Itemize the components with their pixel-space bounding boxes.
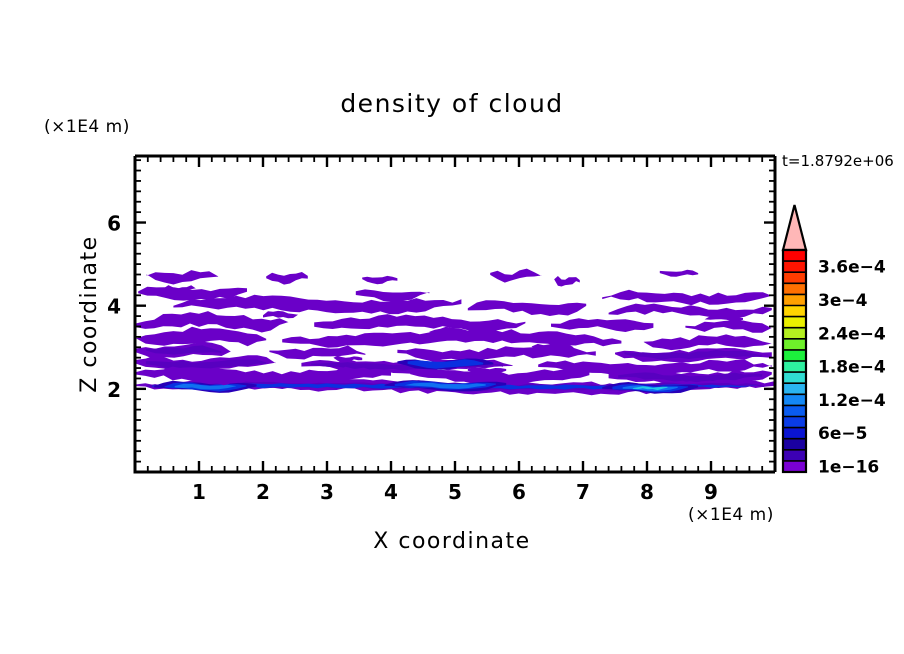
colorbar-band <box>783 427 806 440</box>
colorbar-label: 3e−4 <box>818 291 868 311</box>
colorbar-label: 1e−16 <box>818 457 879 477</box>
colorbar-band <box>783 449 806 462</box>
colorbar-band <box>783 394 806 406</box>
colorbar-band <box>783 372 806 384</box>
x-tick-label: 9 <box>704 480 718 504</box>
x-axis-unit-label: (×1E4 m) <box>688 505 774 525</box>
colorbar-bands <box>781 204 808 474</box>
x-tick-label: 7 <box>576 480 590 504</box>
y-axis-tick-labels: 2 4 6 <box>107 212 121 402</box>
colorbar-band <box>783 460 806 473</box>
colorbar-band <box>783 272 806 284</box>
time-annotation: t=1.8792e+06 <box>782 152 894 170</box>
x-tick-label: 5 <box>448 480 462 504</box>
contour-filaments <box>136 268 774 396</box>
x-axis-ticks <box>133 156 777 472</box>
colorbar-label: 1.2e−4 <box>818 391 886 411</box>
plot-background <box>135 156 775 472</box>
colorbar: 1e−16 6e−5 1.2e−4 1.8e−4 2.4e−4 3e−4 3.6e−4 <box>781 204 886 478</box>
y-tick-label: 4 <box>107 295 121 319</box>
x-axis-tick-labels: 1 2 3 4 5 6 7 8 9 <box>192 480 718 504</box>
colorbar-band <box>783 416 806 428</box>
colorbar-band <box>783 349 806 362</box>
x-tick-label: 3 <box>320 480 334 504</box>
x-tick-label: 6 <box>512 480 526 504</box>
y-axis-ticks <box>135 159 775 473</box>
y-tick-label: 6 <box>107 212 121 236</box>
colorbar-band <box>783 305 806 317</box>
x-tick-label: 2 <box>256 480 270 504</box>
colorbar-band <box>783 405 806 417</box>
colorbar-band <box>783 316 806 329</box>
colorbar-band <box>783 261 806 273</box>
colorbar-band <box>783 361 806 373</box>
colorbar-label: 1.8e−4 <box>818 358 886 378</box>
colorbar-band <box>783 383 806 395</box>
colorbar-label: 3.6e−4 <box>818 258 886 278</box>
x-tick-label: 8 <box>640 480 654 504</box>
colorbar-band <box>783 438 806 451</box>
contour-data-region <box>135 156 775 472</box>
y-axis-unit-label: (×1E4 m) <box>44 117 130 137</box>
x-axis-title: X coordinate <box>373 529 530 554</box>
page-title: density of cloud <box>340 89 563 118</box>
colorbar-band <box>783 338 806 351</box>
colorbar-band <box>783 294 806 306</box>
colorbar-band <box>783 283 806 295</box>
colorbar-label: 6e−5 <box>818 424 867 444</box>
x-tick-label: 1 <box>192 480 206 504</box>
colorbar-label: 2.4e−4 <box>818 324 886 344</box>
y-tick-label: 2 <box>107 378 121 402</box>
x-tick-label: 4 <box>384 480 398 504</box>
colorbar-band <box>783 327 806 340</box>
colorbar-band <box>783 250 806 262</box>
colorbar-tick-labels: 1e−16 6e−5 1.2e−4 1.8e−4 2.4e−4 3e−4 3.6e−4 <box>818 258 886 478</box>
y-axis-title: Z coordinate <box>77 235 102 392</box>
